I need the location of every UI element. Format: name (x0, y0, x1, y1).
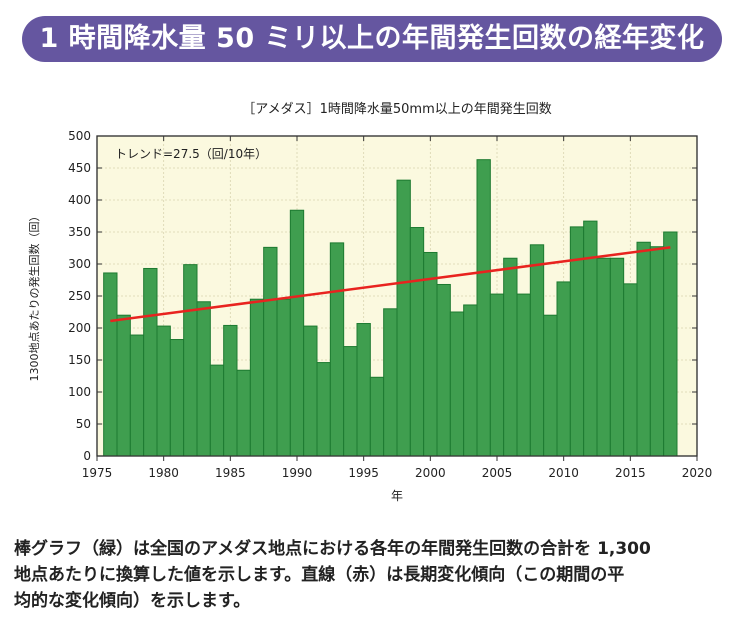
bar-2002 (449, 311, 465, 457)
x-tick-label: 1980 (148, 466, 179, 480)
y-tick-label: 400 (68, 193, 91, 207)
trend-line (110, 246, 671, 323)
x-tick-label: 1995 (348, 466, 379, 480)
x-tick-label: 2020 (682, 466, 713, 480)
bar-2007 (516, 293, 531, 457)
y-tick-label: 150 (68, 353, 91, 367)
x-tick-label: 2015 (615, 466, 646, 480)
bar-1993 (329, 242, 345, 457)
bar-2004 (476, 159, 491, 457)
bar-2000 (423, 251, 438, 457)
chart-title: ［アメダス］1時間降水量50mm以上の年間発生回数 (242, 102, 552, 117)
caption-line: 棒グラフ（緑）は全国のアメダス地点における各年の年間発生回数の合計を 1,300 (14, 539, 651, 559)
bar-2017 (649, 246, 665, 457)
bar-1983 (196, 301, 211, 457)
y-tick-label: 300 (68, 257, 91, 271)
x-axis-label: 年 (391, 489, 403, 503)
y-tick-label: 500 (68, 129, 91, 143)
y-tick-label: 350 (68, 225, 91, 239)
bar-1981 (169, 339, 185, 457)
x-tick-label: 1975 (82, 466, 113, 480)
bar-1994 (343, 346, 358, 457)
bar-1997 (383, 308, 398, 457)
bar-1990 (289, 209, 305, 457)
bar-1999 (409, 227, 425, 457)
bar-1995 (356, 323, 371, 457)
bar-1980 (156, 325, 171, 457)
bar-1979 (143, 267, 158, 457)
bar-2018 (663, 231, 678, 457)
bar-1985 (223, 324, 238, 457)
caption-line: 均的な変化傾向）を示します。 (14, 591, 251, 611)
y-tick-label: 450 (68, 161, 91, 175)
y-tick-label: 250 (68, 289, 91, 303)
bar-1976 (103, 272, 118, 457)
bar-2016 (636, 241, 651, 457)
trend-annotation: トレンド=27.5（回/10年） (115, 147, 267, 161)
y-axis-label: 1300地点あたりの発生回数（回） (27, 211, 41, 382)
y-tick-label: 200 (68, 321, 91, 335)
bar-1978 (129, 334, 145, 457)
bar-1984 (209, 364, 225, 457)
bar-1989 (276, 298, 291, 457)
x-tick-label: 2005 (482, 466, 513, 480)
bar-1991 (303, 325, 318, 457)
bar-1977 (116, 314, 131, 457)
bar-2014 (609, 257, 625, 457)
bar-2003 (463, 304, 478, 457)
bar-1996 (369, 376, 385, 457)
bar-1998 (396, 179, 411, 457)
x-tick-label: 1985 (215, 466, 246, 480)
x-tick-label: 2010 (548, 466, 579, 480)
bar-2005 (489, 293, 505, 457)
bar-2009 (543, 314, 558, 457)
y-tick-label: 50 (76, 417, 91, 431)
bar-1988 (263, 246, 278, 457)
caption-line: 地点あたりに換算した値を示します。直線（赤）は長期変化傾向（この期間の平 (14, 565, 625, 585)
bar-2015 (623, 283, 638, 457)
y-tick-label: 0 (83, 449, 91, 463)
bar-1982 (183, 264, 198, 457)
page-title-banner: 1 時間降水量 50 ミリ以上の年間発生回数の経年変化 (22, 16, 722, 62)
x-tick-label: 2000 (415, 466, 446, 480)
bar-2001 (436, 283, 451, 457)
x-tick-label: 1990 (282, 466, 313, 480)
bar-1992 (316, 362, 331, 457)
bar-2008 (529, 244, 545, 457)
y-tick-label: 100 (68, 385, 91, 399)
caption: 棒グラフ（緑）は全国のアメダス地点における各年の年間発生回数の合計を 1,300… (14, 536, 734, 614)
bar-2006 (503, 257, 518, 457)
bar-1986 (236, 369, 251, 457)
bar-2013 (596, 257, 611, 457)
bar-2010 (556, 281, 571, 457)
bar-1987 (249, 298, 265, 457)
